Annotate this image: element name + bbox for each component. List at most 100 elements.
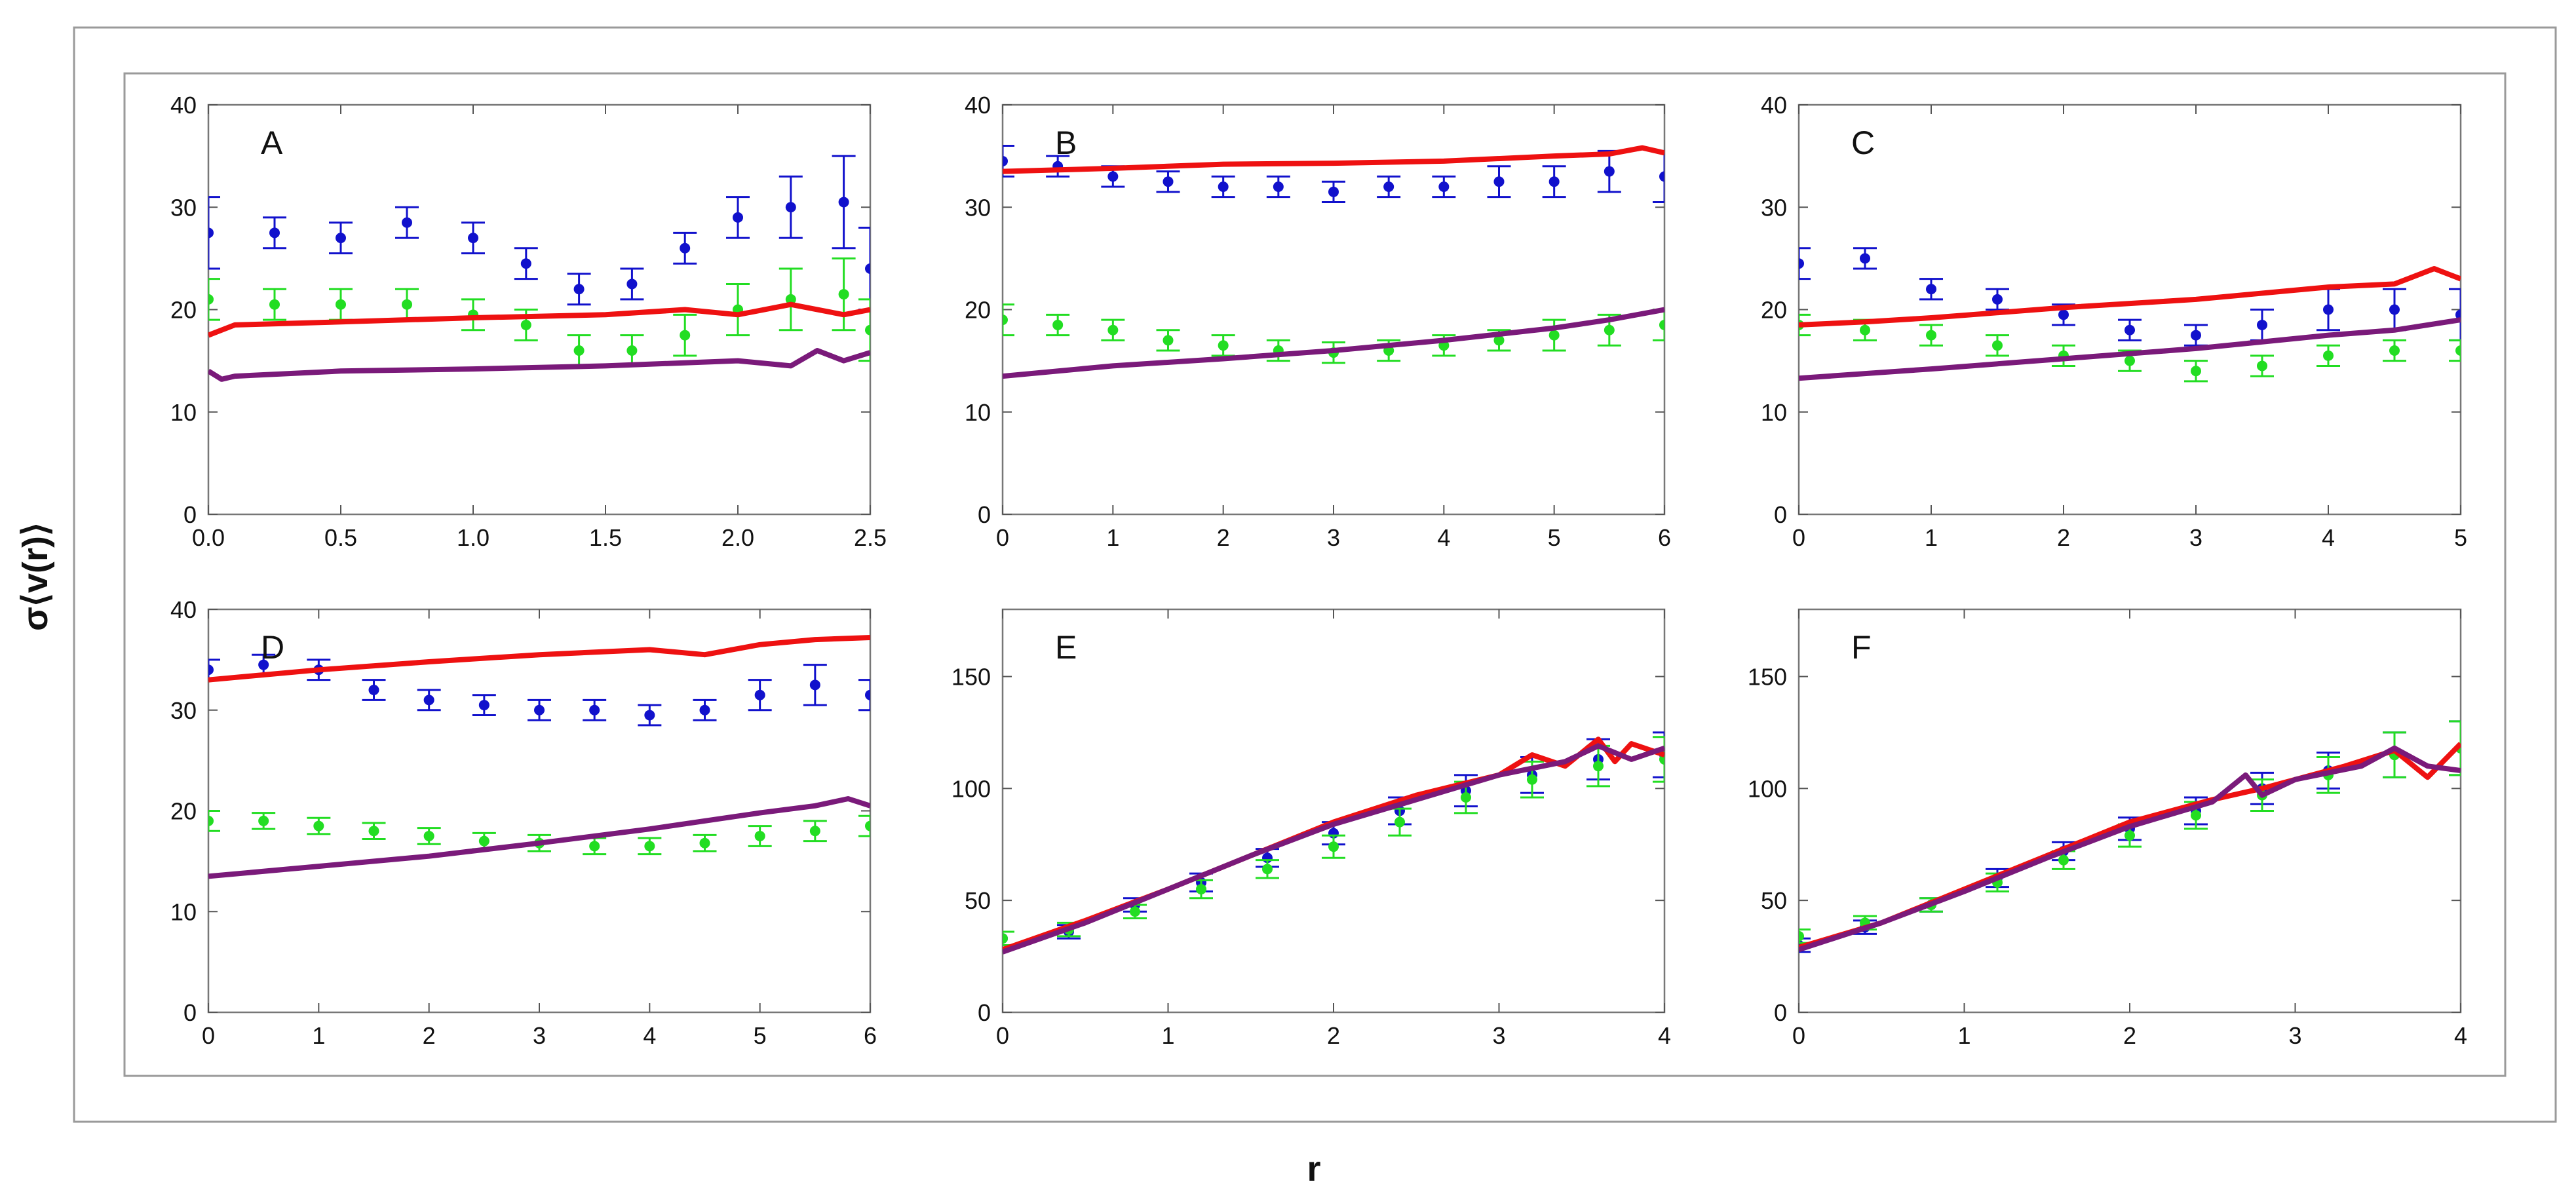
x-tick-label-b: 6 (1658, 524, 1671, 551)
data-point-blue-a (680, 242, 691, 254)
data-point-blue-b (1438, 181, 1450, 192)
data-point-green-f (2191, 810, 2201, 821)
data-point-green-e (1593, 761, 1604, 772)
x-tick-label-b: 5 (1548, 524, 1561, 551)
data-point-blue-a (626, 278, 638, 290)
data-point-green-a (838, 289, 849, 300)
x-tick-label-d: 4 (643, 1022, 656, 1049)
y-tick-label-f: 100 (1748, 775, 1787, 802)
plot-area-c (1797, 104, 2462, 516)
inner-frame (123, 72, 2507, 1077)
x-tick-label-a: 1.5 (589, 524, 622, 551)
data-point-green-b (1107, 324, 1119, 335)
data-point-blue-d (644, 710, 655, 721)
x-tick-label-b: 3 (1327, 524, 1340, 551)
data-point-blue-d (589, 704, 600, 716)
data-point-green-e (1394, 816, 1405, 828)
data-point-green-f (2124, 830, 2135, 841)
data-point-green-a (573, 345, 585, 356)
panel-label-d: D (261, 629, 284, 666)
data-d (208, 635, 870, 879)
y-axis-title: σ⟨v(r)⟩ (16, 522, 55, 631)
data-point-green-d (423, 830, 434, 841)
y-tick-label-b: 20 (965, 297, 991, 324)
y-tick-label-a: 40 (170, 92, 197, 119)
x-tick-label-d: 5 (754, 1022, 767, 1049)
y-tick-label-c: 40 (1761, 92, 1787, 119)
data-point-green-c (2124, 355, 2135, 366)
data-point-blue-a (336, 233, 346, 244)
data-point-blue-d (423, 695, 434, 706)
data-point-blue-b (1163, 176, 1174, 187)
series-line-purple-d (208, 796, 870, 879)
data-point-blue-c (2455, 309, 2461, 320)
data-point-blue-d (699, 704, 710, 716)
data-point-green-e (1527, 774, 1537, 785)
x-tick-label-a: 2.0 (721, 524, 754, 551)
data-a (208, 155, 870, 382)
outer-frame (73, 26, 2557, 1123)
y-tick-label-a: 20 (170, 297, 197, 324)
data-point-green-b (1493, 335, 1505, 346)
data-point-green-d (258, 815, 269, 826)
panel-d: 0 1 2 3 4 5 6 0 10 20 30 40 D (170, 596, 877, 1049)
data-point-blue-a (785, 202, 796, 213)
x-tick-label-f: 1 (1957, 1022, 1970, 1049)
data-point-green-f (2058, 854, 2069, 866)
data-point-blue-c (1926, 284, 1936, 295)
data-point-green-a (680, 330, 691, 341)
data-point-blue-a (520, 258, 531, 269)
data-point-blue-c (2058, 309, 2069, 320)
data-point-blue-c (2191, 330, 2201, 341)
x-tick-label-f: 4 (2454, 1022, 2467, 1049)
x-tick-label-e: 0 (996, 1022, 1009, 1049)
data-c (1799, 247, 2461, 383)
x-tick-label-f: 3 (2288, 1022, 2301, 1049)
series-line-purple-a (208, 348, 870, 382)
data-point-green-a (520, 319, 531, 330)
y-tick-label-d: 20 (170, 798, 197, 825)
x-tick-label-b: 0 (996, 524, 1009, 551)
series-line-red-a (208, 301, 870, 338)
data-point-green-b (1218, 340, 1229, 351)
y-tick-label-f: 50 (1761, 887, 1787, 914)
data-point-blue-c (2257, 319, 2267, 330)
data-point-blue-b (1383, 181, 1394, 192)
data-point-green-c (2191, 366, 2201, 377)
data-point-blue-a (402, 217, 412, 228)
data-point-blue-b (1548, 176, 1560, 187)
data-point-blue-c (1799, 258, 1804, 269)
data-point-green-a (208, 294, 214, 305)
data-point-blue-c (1860, 253, 1870, 264)
y-tick-label-e: 100 (952, 775, 991, 802)
panel-c: 0 1 2 3 4 5 0 10 20 30 40 C (1761, 92, 2467, 551)
panel-label-b: B (1055, 124, 1077, 161)
data-point-green-d (478, 835, 490, 847)
data-point-green-c (1992, 340, 2003, 351)
series-line-purple-c (1799, 317, 2461, 381)
data-point-blue-c (2124, 324, 2135, 335)
y-tick-label-e: 0 (978, 999, 991, 1026)
data-point-blue-a (208, 227, 214, 239)
y-tick-label-d: 40 (170, 596, 197, 623)
x-tick-label-a: 1.0 (457, 524, 490, 551)
series-line-red-b (1003, 145, 1664, 174)
x-axis-title: r (1307, 1149, 1320, 1189)
data-point-green-d (754, 830, 765, 841)
y-tick-label-b: 0 (978, 501, 991, 528)
x-tick-label-b: 2 (1217, 524, 1230, 551)
data-point-green-b (1163, 335, 1174, 346)
data-point-green-c (2389, 345, 2400, 356)
x-tick-label-d: 2 (423, 1022, 436, 1049)
data-point-blue-a (865, 263, 870, 274)
panel-label-e: E (1055, 629, 1077, 666)
data-point-green-b (1604, 324, 1615, 335)
data-point-blue-d (754, 689, 765, 700)
data-point-blue-b (1107, 171, 1119, 182)
x-tick-label-c: 2 (2057, 524, 2070, 551)
data-point-green-d (313, 820, 324, 831)
series-line-purple-e (1003, 743, 1664, 955)
x-tick-label-c: 3 (2189, 524, 2202, 551)
